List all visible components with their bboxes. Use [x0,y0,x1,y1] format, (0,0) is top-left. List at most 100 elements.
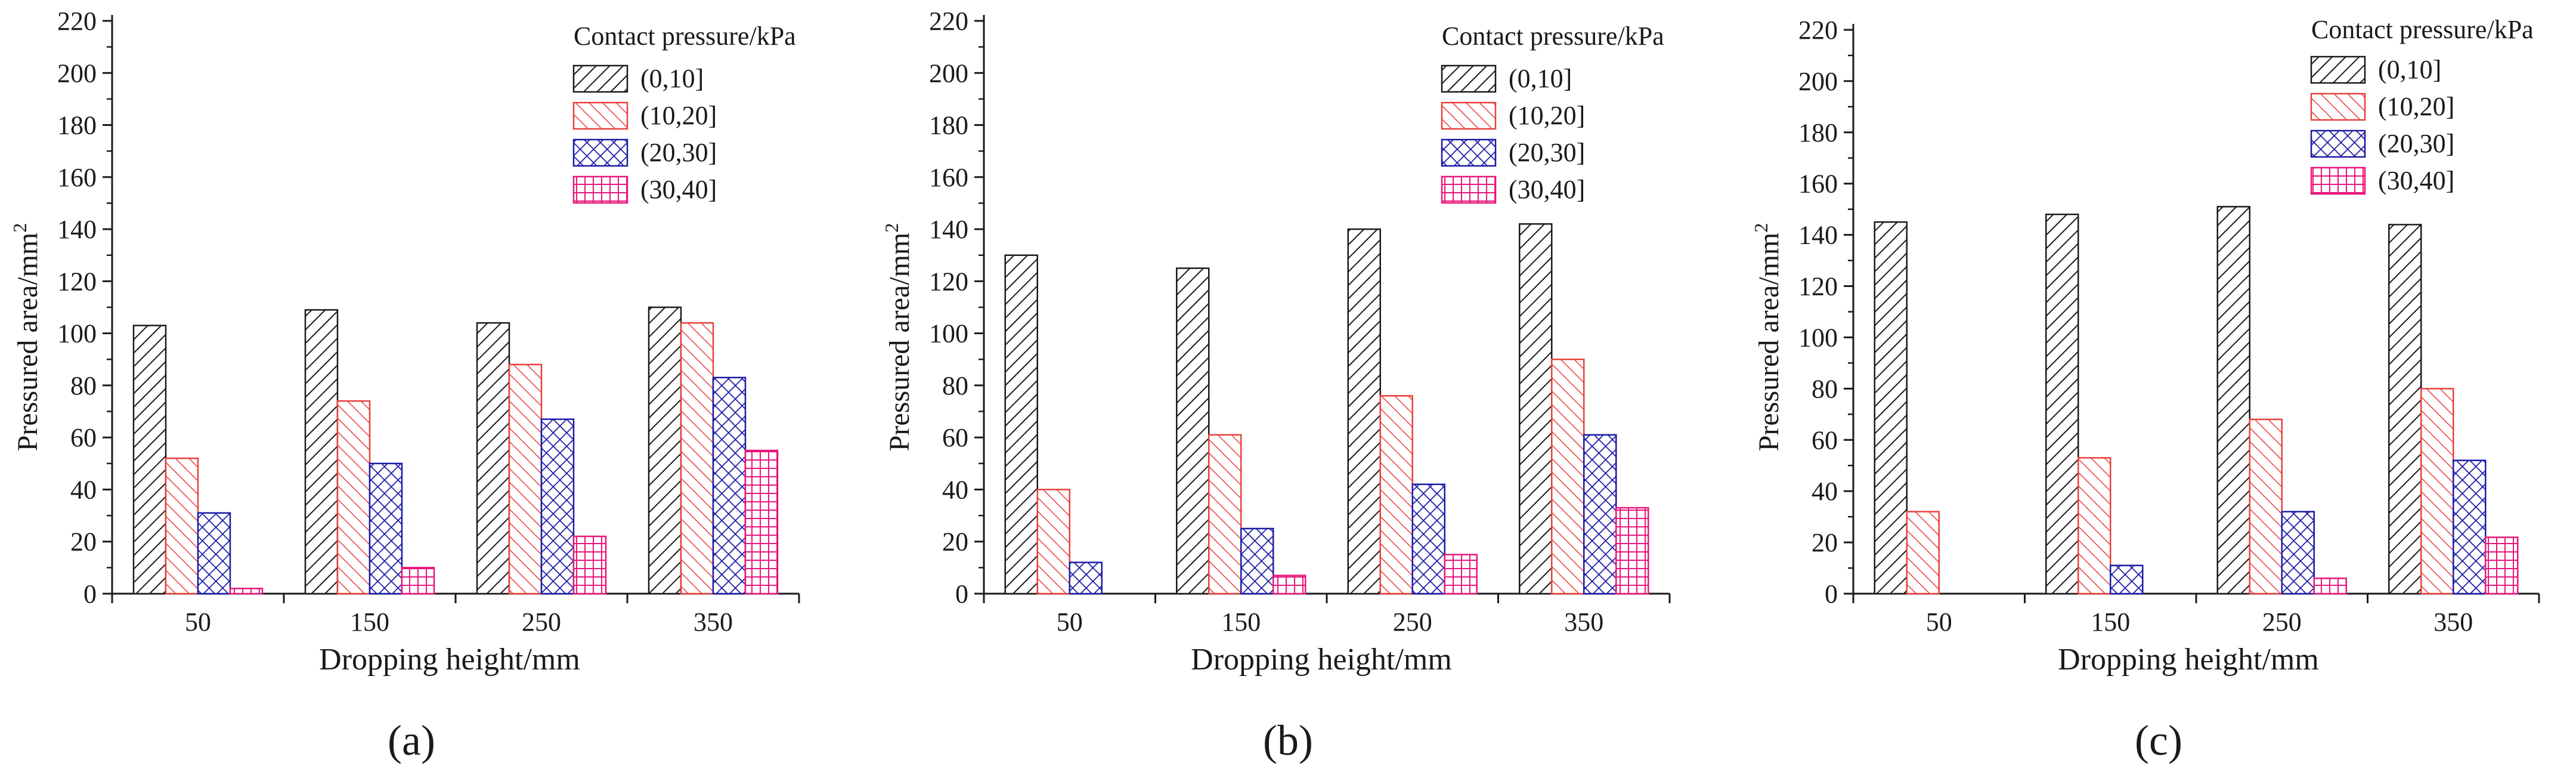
panel-a-legend-swatch [572,175,628,204]
panel-b-y-tick-label: 0 [955,579,968,609]
panel-b-y-tick-label: 100 [929,319,968,348]
panel-b-x-tick-label: 250 [1393,607,1432,637]
panel-a-legend-label: (20,30] [640,138,717,167]
panel-b-x-tick-label: 150 [1221,607,1261,637]
panel-a-bar [304,309,339,595]
panel-a-legend-swatch [572,101,628,130]
panel-c-y-tick-label: 40 [1812,477,1838,506]
panel-c-y-tick-label: 60 [1812,425,1838,455]
panel-c-x-tick-label: 150 [2091,607,2130,637]
panel-a-y-tick-label: 80 [70,371,97,400]
panel-c-bar [2281,511,2315,595]
panel-c-legend-swatch [2310,129,2366,158]
panel-b-y-tick-label: 160 [929,163,968,192]
panel-b-bar [1069,561,1103,595]
panel-b-legend-label: (10,20] [1509,101,1585,130]
panel-c: Contact pressure/kPa Dropping height/mm … [1750,15,2540,764]
panel-a: Contact pressure/kPa Dropping height/mm … [9,7,800,764]
panel-c-bar [1874,221,1908,595]
panel-c-y-tick-label: 180 [1798,118,1838,147]
panel-c-bar [2216,206,2250,595]
panel-b-y-tick-label: 20 [942,527,968,557]
panel-a-x-tick-label: 50 [185,607,211,637]
panel-a-y-tick-label: 100 [57,319,97,348]
panel-a-legend-swatch [572,64,628,93]
panel-c-label: (c) [2135,717,2182,764]
panel-b-y-tick-label: 120 [929,267,968,296]
panel-c-bar [2077,457,2111,595]
panel-c-bar [2420,388,2454,595]
panel-a-bar [572,535,607,595]
panel-b-legend-title: Contact pressure/kPa [1442,21,1664,51]
panel-b-bar [1208,434,1242,595]
panel-c-legend-title: Contact pressure/kPa [2311,15,2534,44]
panel-b-x-tick-label: 350 [1564,607,1603,637]
panel-a-legend-swatch [572,138,628,167]
panel-b-label: (b) [1263,717,1313,764]
panel-c-bar [2485,536,2519,595]
panel-b-y-tick-label: 180 [929,111,968,140]
panel-c-legend-swatch [2310,55,2366,84]
panel-a-y-tick-label: 20 [70,527,97,557]
panel-a-y-tick-label: 120 [57,267,97,296]
panel-b-xlabel: Dropping height/mm [1191,643,1452,677]
panel-b-bar [1379,395,1413,595]
panel-c-y-tick-label: 140 [1798,221,1838,250]
panel-b: Contact pressure/kPa Dropping height/mm … [881,7,1671,764]
panel-b-bar [1551,359,1585,595]
panel-a-bar [336,400,371,595]
panel-b-bar [1444,554,1478,595]
panel-b-legend-label: (30,40] [1509,175,1585,204]
panel-b-y-tick-label: 80 [942,371,968,400]
panel-b-y-tick-label: 40 [942,475,968,504]
panel-c-y-tick-label: 120 [1798,272,1838,301]
panel-c-y-tick-label: 100 [1798,323,1838,352]
panel-a-x-tick-label: 150 [350,607,389,637]
panel-b-bar [1347,228,1381,595]
panel-b-legend-swatch [1441,101,1497,130]
panel-c-y-tick-label: 220 [1798,16,1838,45]
panel-c-bar [2453,459,2487,595]
panel-a-bar [369,462,403,595]
panel-a-bar [648,306,682,595]
panel-b-legend-swatch [1441,138,1497,167]
panel-c-x-tick-label: 250 [2262,607,2302,637]
panel-b-x-tick-label: 50 [1057,607,1083,637]
panel-a-bar [229,588,264,595]
panel-c-legend-label: (0,10] [2378,55,2441,84]
panel-c-legend-swatch [2310,166,2366,195]
panel-a-bar [476,322,510,595]
panel-a-legend-label: (0,10] [640,64,704,93]
panel-b-legend-swatch [1441,175,1497,204]
panel-a-y-tick-label: 220 [57,7,97,36]
panel-c-legend-swatch [2310,92,2366,121]
panel-a-y-tick-label: 40 [70,475,97,504]
panel-c-bar [2045,214,2079,595]
panel-c-x-tick-label: 50 [1926,607,1952,637]
panel-a-y-tick-label: 140 [57,215,97,244]
panel-c-y-tick-label: 200 [1798,67,1838,96]
panel-a-label: (a) [388,717,435,764]
panel-a-y-tick-label: 180 [57,111,97,140]
panel-b-bar [1411,483,1445,595]
panel-a-legend-title: Contact pressure/kPa [574,21,796,51]
panel-c-legend-label: (30,40] [2378,166,2454,195]
panel-c-bar [1906,511,1940,595]
panel-b-y-tick-label: 140 [929,215,968,244]
panel-a-x-tick-label: 250 [522,607,561,637]
panel-a-y-tick-label: 0 [83,579,97,609]
panel-c-bar [2110,564,2144,595]
panel-c-x-tick-label: 350 [2433,607,2473,637]
panel-b-bar [1583,434,1617,595]
panel-a-xlabel: Dropping height/mm [319,643,580,677]
panel-a-legend-label: (30,40] [640,175,717,204]
panel-b-bar [1615,507,1649,595]
panel-a-bar [540,418,575,595]
panel-c-legend-label: (10,20] [2378,92,2454,121]
panel-b-legend-label: (0,10] [1509,64,1572,93]
panel-c-y-tick-label: 0 [1825,579,1838,609]
panel-c-bar [2249,418,2283,595]
panel-b-legend-swatch [1441,64,1497,93]
panel-b-ylabel: Pressured area/mm2 [881,223,915,452]
